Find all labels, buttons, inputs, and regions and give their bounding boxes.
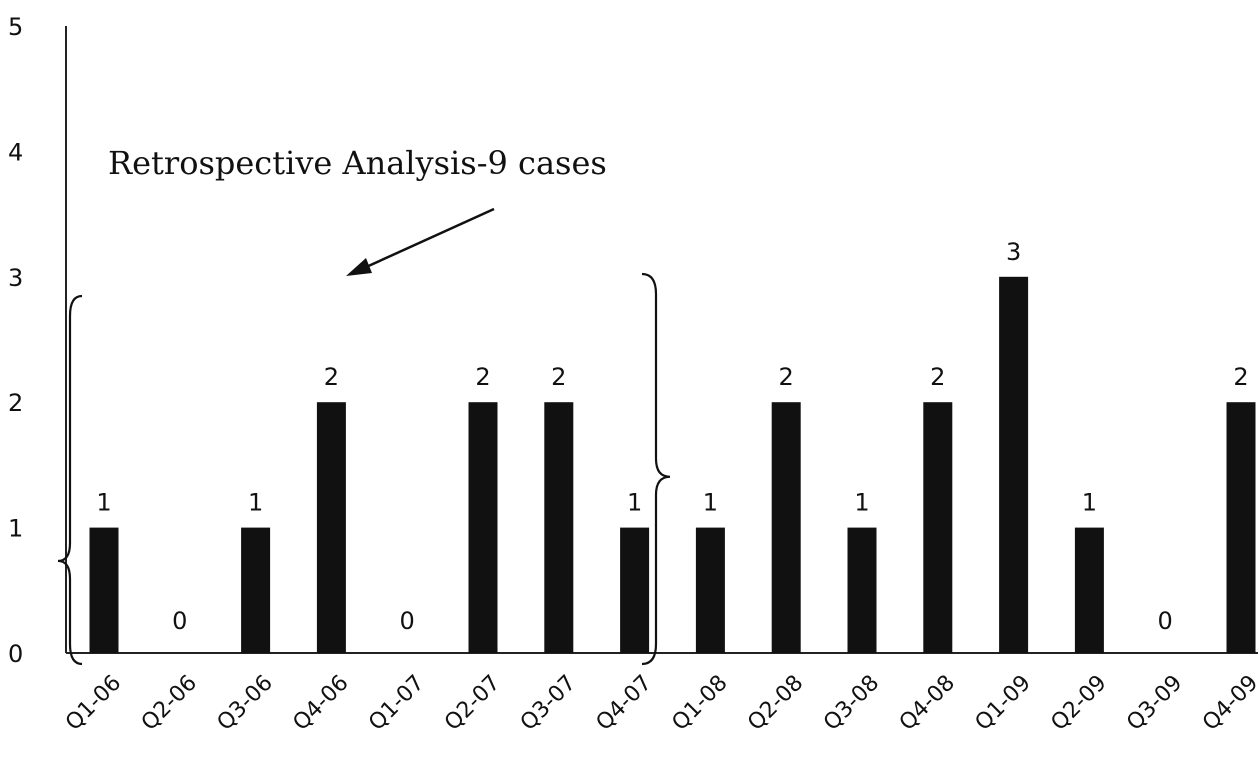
bar: [89, 527, 119, 653]
y-tick-label: 4: [8, 138, 23, 166]
x-tick-label: Q1-08: [667, 671, 732, 736]
data-label: 0: [1158, 607, 1173, 635]
data-label: 1: [248, 489, 263, 517]
bar: [695, 527, 725, 653]
bar: [999, 276, 1029, 653]
annotation-arrow: [346, 207, 495, 276]
bar: [544, 402, 574, 653]
bar: [468, 402, 498, 653]
data-label: 0: [400, 607, 415, 635]
x-tick-label: Q4-08: [895, 671, 960, 736]
y-tick-label: 3: [8, 264, 23, 292]
data-label: 2: [324, 363, 339, 391]
x-tick-label: Q1-09: [971, 671, 1036, 736]
bar: [771, 402, 801, 653]
data-label: 2: [551, 363, 566, 391]
bracket-right: [641, 272, 671, 666]
y-axis-ticks: 0 1 2 3 4 5: [8, 13, 23, 668]
data-label: 1: [96, 489, 111, 517]
data-label: 0: [172, 607, 187, 635]
bracket-left: [57, 294, 83, 666]
bar-series: [89, 276, 1256, 653]
bar: [620, 527, 650, 653]
data-label: 2: [475, 363, 490, 391]
annotation-text: Retrospective Analysis-9 cases: [108, 144, 607, 182]
x-tick-label: Q3-06: [213, 671, 278, 736]
data-label: 1: [854, 489, 869, 517]
x-tick-label: Q2-08: [743, 671, 808, 736]
data-labels: 1 0 1 2 0 2 2 1 1 2 1 2 3 1 0 2: [96, 238, 1248, 635]
y-tick-label: 0: [8, 640, 23, 668]
x-tick-label: Q4-06: [288, 671, 353, 736]
data-label: 2: [779, 363, 794, 391]
data-label: 3: [1006, 238, 1021, 266]
data-label: 1: [1082, 489, 1097, 517]
y-tick-label: 1: [8, 515, 23, 543]
data-label: 2: [930, 363, 945, 391]
bar: [923, 402, 953, 653]
bar: [1226, 402, 1256, 653]
bar: [241, 527, 271, 653]
x-tick-label: Q2-06: [137, 671, 202, 736]
data-label: 2: [1233, 363, 1248, 391]
y-tick-label: 2: [8, 389, 23, 417]
x-tick-label: Q3-08: [819, 671, 884, 736]
x-tick-label: Q3-09: [1122, 671, 1187, 736]
bar: [1074, 527, 1104, 653]
x-tick-label: Q4-09: [1198, 671, 1260, 736]
data-label: 1: [627, 489, 642, 517]
bar: [316, 402, 346, 653]
x-tick-label: Q1-06: [61, 671, 126, 736]
x-tick-label: Q2-09: [1046, 671, 1111, 736]
y-tick-label: 5: [8, 13, 23, 41]
x-tick-label: Q4-07: [592, 671, 657, 736]
x-tick-label: Q1-07: [364, 671, 429, 736]
x-tick-label: Q3-07: [516, 671, 581, 736]
x-tick-label: Q2-07: [440, 671, 505, 736]
data-label: 1: [703, 489, 718, 517]
bar: [847, 527, 877, 653]
x-axis-ticks: Q1-06 Q2-06 Q3-06 Q4-06 Q1-07 Q2-07 Q3-07 Q4-07…: [61, 671, 1260, 736]
